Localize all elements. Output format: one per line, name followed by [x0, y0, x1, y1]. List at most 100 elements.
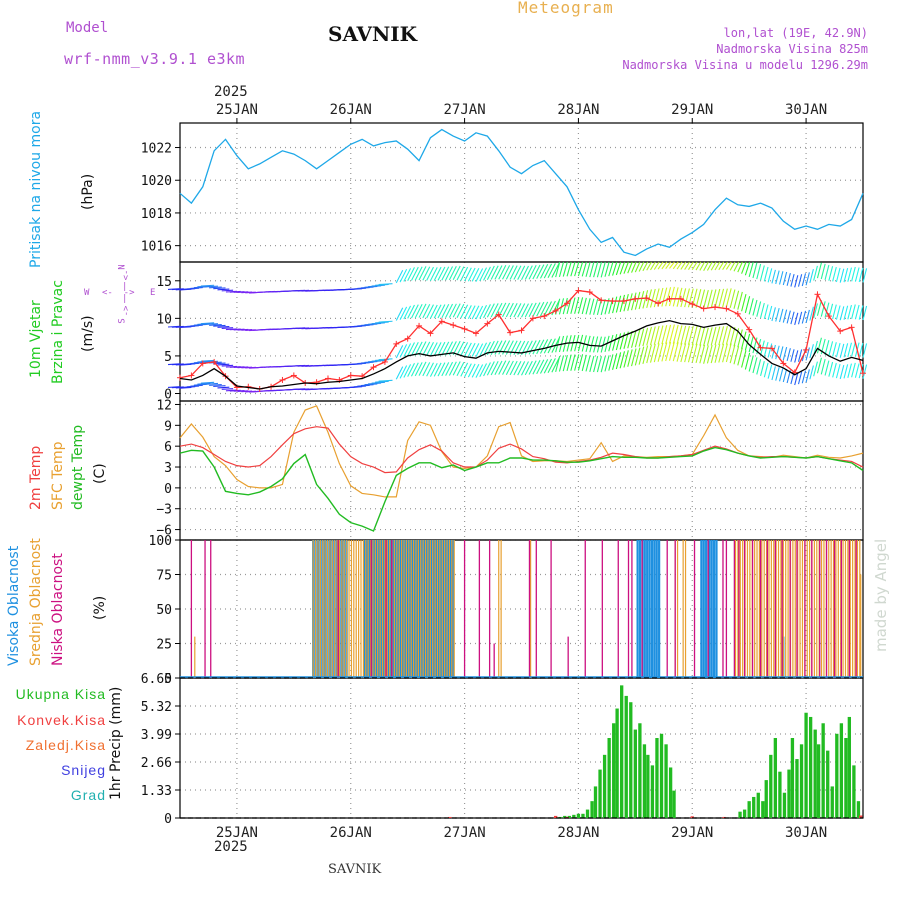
- wind-arrow: [809, 365, 814, 380]
- precip-bar: [747, 801, 751, 818]
- y-tick-label: 25: [156, 638, 172, 653]
- precip-bar: [655, 738, 659, 818]
- precip-bar: [835, 733, 839, 818]
- wind-arrow: [851, 304, 856, 320]
- wind-arrow: [467, 267, 476, 282]
- wind-arrow: [608, 334, 614, 352]
- wind-arrow: [490, 360, 499, 376]
- wind-arrow: [536, 264, 545, 279]
- wind-arrow: [593, 355, 599, 373]
- wind-arrow: [608, 354, 614, 371]
- wind-arrow: [699, 344, 706, 364]
- wind-arrow: [448, 303, 457, 318]
- wind-arrow: [703, 290, 709, 309]
- wind-arrow: [684, 343, 690, 363]
- wind-arrow: [593, 298, 599, 315]
- wind-arrow: [577, 354, 584, 371]
- wind-arrow: [574, 297, 580, 314]
- wind-arrow: [441, 341, 450, 356]
- wind-arrow: [200, 284, 215, 287]
- wind-arrow: [429, 304, 438, 319]
- wind-arrow: [748, 355, 754, 372]
- wind-arrow: [668, 324, 675, 344]
- wind-arrow: [528, 302, 537, 318]
- wind-arrow: [805, 309, 810, 323]
- wind-arrow: [638, 346, 645, 365]
- sfc-temp-line: [179, 405, 864, 498]
- precip-bar: [773, 738, 778, 818]
- wind-arrow: [858, 342, 864, 358]
- wind-arrow: [858, 267, 864, 283]
- wind-arrow: [505, 265, 514, 280]
- wind-arrow: [741, 350, 747, 368]
- y-tick-label: 6: [164, 440, 172, 455]
- wind-arrow: [813, 361, 818, 377]
- precip-bar: [581, 813, 585, 818]
- wind-arrow: [581, 297, 587, 315]
- wind-arrow: [407, 362, 415, 377]
- wind-arrow: [547, 338, 556, 354]
- wind-arrow: [456, 266, 465, 281]
- wind-arrow: [851, 266, 856, 282]
- y-tick-label: 10: [156, 312, 172, 327]
- wind-arrow: [410, 362, 419, 377]
- wind-arrow: [722, 326, 728, 345]
- wind-arrow: [824, 302, 830, 318]
- precip-bar: [778, 771, 782, 818]
- wind-arrow: [502, 302, 511, 318]
- wind-arrow: [634, 261, 641, 273]
- wind-arrow: [429, 342, 438, 357]
- wind-arrow: [505, 302, 514, 318]
- wind-arrow: [403, 343, 412, 357]
- wind-arrow: [197, 382, 211, 385]
- wind-arrow: [498, 360, 507, 375]
- wind-arrow: [672, 342, 679, 362]
- wind-arrow: [437, 362, 446, 377]
- wind-arrow: [452, 303, 461, 318]
- wind-arrow: [801, 310, 807, 324]
- wind-arrow: [600, 356, 606, 373]
- wind-arrow: [748, 298, 754, 315]
- precip-bar: [668, 767, 673, 818]
- wind-arrow: [862, 305, 868, 321]
- wind-arrow: [847, 267, 852, 282]
- wind-arrow: [733, 290, 740, 309]
- time-label-top: 27JAN: [444, 102, 486, 118]
- wind-arrow: [790, 349, 795, 362]
- wind-arrow: [824, 340, 830, 356]
- wind-arrow: [816, 357, 822, 374]
- wind-arrow: [722, 261, 728, 270]
- precip-bar: [782, 792, 787, 818]
- wind-arrow: [528, 265, 537, 280]
- wind-arrow: [581, 261, 587, 277]
- model-elevation-label: Nadmorska Visina u modelu 1296.29m: [622, 58, 868, 72]
- wind-arrow: [631, 348, 637, 367]
- wind-arrow: [741, 261, 747, 274]
- wind-arrow: [661, 342, 668, 362]
- wind-arrow: [809, 306, 814, 321]
- wind-arrow: [851, 362, 856, 378]
- wind-arrow: [505, 360, 514, 376]
- wind-arrow: [843, 268, 849, 283]
- wind-arrow: [555, 298, 561, 315]
- wind-arrow: [714, 288, 721, 308]
- compass-rose-icon: E W <- -> | | <- N -> S: [84, 264, 156, 324]
- wind-arrow: [725, 288, 732, 308]
- time-label-top: 30JAN: [785, 102, 827, 118]
- wind-arrow: [623, 261, 629, 274]
- wind-arrow: [828, 341, 834, 357]
- wind-arrow: [532, 339, 541, 355]
- wind-arrow: [577, 297, 584, 314]
- wind-arrow: [213, 385, 226, 388]
- wind-arrow: [410, 266, 419, 281]
- wind-arrow: [729, 261, 736, 271]
- wind-arrow: [418, 361, 427, 376]
- wind-arrow: [562, 261, 568, 277]
- wind-arrow: [524, 360, 533, 376]
- wind-arrow: [517, 265, 526, 280]
- wind-arrow: [828, 266, 834, 281]
- wind-arrow: [824, 264, 830, 281]
- wind-arrow: [760, 302, 765, 318]
- wind-arrow: [725, 343, 732, 363]
- wind-arrow: [786, 272, 791, 286]
